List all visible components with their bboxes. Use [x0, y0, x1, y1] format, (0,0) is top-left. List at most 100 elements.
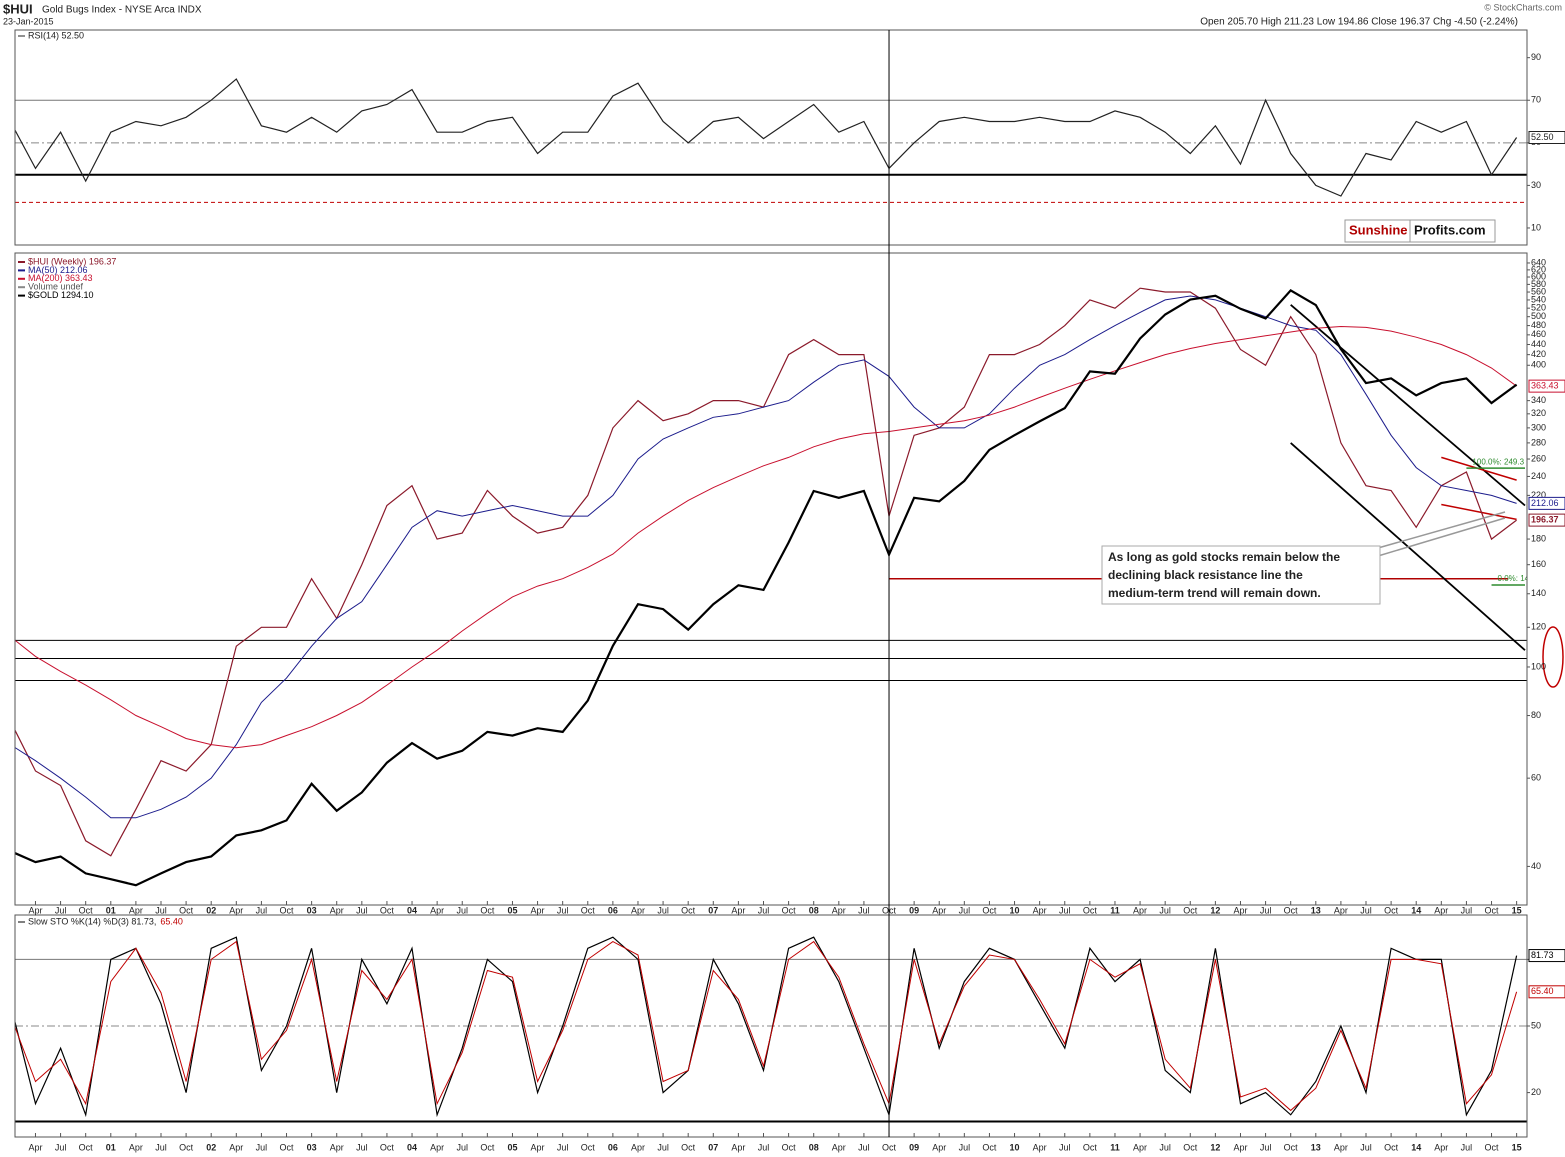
x-tick-label: Apr	[1434, 905, 1448, 915]
x-tick-label: Apr	[731, 905, 745, 915]
panel-title: Slow STO %K(14) %D(3) 81.73,	[28, 916, 156, 926]
x-tick-label: 14	[1411, 1142, 1421, 1152]
x-tick-label: Oct	[79, 905, 94, 915]
y-tick-label: 420	[1531, 349, 1546, 359]
x-tick-label: Jul	[1461, 905, 1473, 915]
x-tick-label: Oct	[179, 1142, 194, 1152]
y-tick-label: 80	[1531, 710, 1541, 720]
x-tick-label: Apr	[631, 1142, 645, 1152]
x-tick-label: Apr	[129, 1142, 143, 1152]
x-tick-label: Oct	[380, 1142, 395, 1152]
logo-right: Profits.com	[1414, 222, 1486, 237]
x-tick-label: Jul	[657, 1142, 669, 1152]
x-tick-label: Apr	[430, 905, 444, 915]
x-tick-label: Oct	[1183, 1142, 1198, 1152]
end-label-box	[1528, 949, 1565, 963]
x-tick-label: Apr	[330, 905, 344, 915]
logo-left: Sunshine	[1349, 222, 1408, 237]
y-tick-label: 460	[1531, 329, 1546, 339]
x-tick-label: Apr	[1233, 1142, 1247, 1152]
x-tick-label: 15	[1512, 905, 1522, 915]
x-tick-label: 12	[1210, 1142, 1220, 1152]
x-tick-label: 13	[1311, 905, 1321, 915]
x-tick-label: 01	[106, 1142, 116, 1152]
y-tick-label: 180	[1531, 533, 1546, 543]
y-tick-label: 40	[1531, 861, 1541, 871]
x-tick-label: 03	[307, 905, 317, 915]
x-tick-label: Jul	[1059, 905, 1071, 915]
price-plot: 100.0%: 249.3 0.0%: 145.75	[15, 287, 1527, 887]
fib-label: 100.0%: 249.3	[1472, 457, 1524, 466]
x-tick-label: Oct	[982, 1142, 997, 1152]
x-tick-label: Jul	[1461, 1142, 1473, 1152]
x-tick-label: Jul	[858, 1142, 870, 1152]
x-tick-label: 13	[1311, 1142, 1321, 1152]
trend-line	[1441, 503, 1517, 521]
y-tick-label: 300	[1531, 422, 1546, 432]
x-tick-label: 08	[809, 1142, 819, 1152]
x-tick-label: 02	[206, 905, 216, 915]
end-label-box	[1528, 131, 1565, 144]
end-label-box	[1528, 496, 1565, 510]
legend-entry: Volume undef	[28, 282, 84, 292]
x-tick-label: Oct	[280, 1142, 295, 1152]
x-tick-label: Oct	[480, 905, 495, 915]
legend-entry: $GOLD 1294.10	[28, 290, 94, 300]
x-tick-label: Jul	[155, 1142, 167, 1152]
y-tick-label: 260	[1531, 453, 1546, 463]
x-tick-label: Jul	[557, 1142, 569, 1152]
x-tick-label: Apr	[1133, 905, 1147, 915]
x-tick-label: 04	[407, 905, 417, 915]
x-tick-label: 08	[809, 905, 819, 915]
x-tick-label: Jul	[959, 905, 971, 915]
note: As long as gold stocks remain below the …	[1101, 511, 1506, 605]
ohlc: Open 205.70 High 211.23 Low 194.86 Close…	[1200, 17, 1518, 28]
x-tick-label: Jul	[256, 905, 268, 915]
y-tick-label: 440	[1531, 339, 1546, 349]
x-tick-label: Apr	[1233, 905, 1247, 915]
x-tick-label: 01	[106, 905, 116, 915]
x-tick-label: Oct	[1284, 905, 1299, 915]
x-tick-label: Oct	[1384, 1142, 1399, 1152]
end-label: 363.43	[1531, 381, 1559, 391]
x-tick-label: Oct	[480, 1142, 495, 1152]
y-tick-label: 580	[1531, 279, 1546, 289]
y-tick-label: 520	[1531, 303, 1546, 313]
series-line	[15, 940, 1518, 1112]
legend-entry: MA(50) 212.06	[28, 265, 88, 275]
end-label-box	[1528, 513, 1565, 527]
credit: © StockCharts.com	[1484, 2, 1562, 12]
x-tick-label: Oct	[581, 905, 596, 915]
x-tick-label: 09	[909, 1142, 919, 1152]
x-tick-label: Jul	[55, 1142, 67, 1152]
x-tick-label: 15	[1512, 1142, 1522, 1152]
note-pointer	[1377, 511, 1506, 549]
x-tick-label: Jul	[758, 905, 770, 915]
y-tick-label: 120	[1531, 622, 1546, 632]
x-tick-label: Oct	[581, 1142, 596, 1152]
x-tick-label: Jul	[155, 905, 167, 915]
subtitle: Gold Bugs Index - NYSE Arca INDX	[42, 5, 202, 16]
x-tick-label: Apr	[129, 905, 143, 915]
y-tick-label: 60	[1531, 773, 1541, 783]
x-tick-label: Apr	[1434, 1142, 1448, 1152]
x-tick-label: Apr	[631, 905, 645, 915]
legend-entry: $HUI (Weekly) 196.37	[28, 256, 116, 266]
legend-entry: MA(200) 363.43	[28, 273, 93, 283]
trend-line	[1290, 304, 1526, 507]
end-label-box	[1528, 379, 1565, 393]
panel-frame	[14, 252, 1528, 906]
y-tick-label: 100	[1531, 661, 1546, 671]
x-tick-label: 12	[1210, 905, 1220, 915]
x-tick-label: 04	[407, 1142, 417, 1152]
y-tick-label: 280	[1531, 437, 1546, 447]
end-label: 196.37	[1531, 514, 1559, 524]
x-tick-label: Jul	[557, 905, 569, 915]
series-line	[15, 936, 1518, 1118]
x-tick-label: Apr	[932, 905, 946, 915]
legend-entry: RSI(14) 52.50	[28, 30, 84, 40]
x-tick-label: Apr	[1033, 905, 1047, 915]
end-label-box	[1528, 985, 1565, 999]
x-tick-label: Jul	[1260, 1142, 1272, 1152]
